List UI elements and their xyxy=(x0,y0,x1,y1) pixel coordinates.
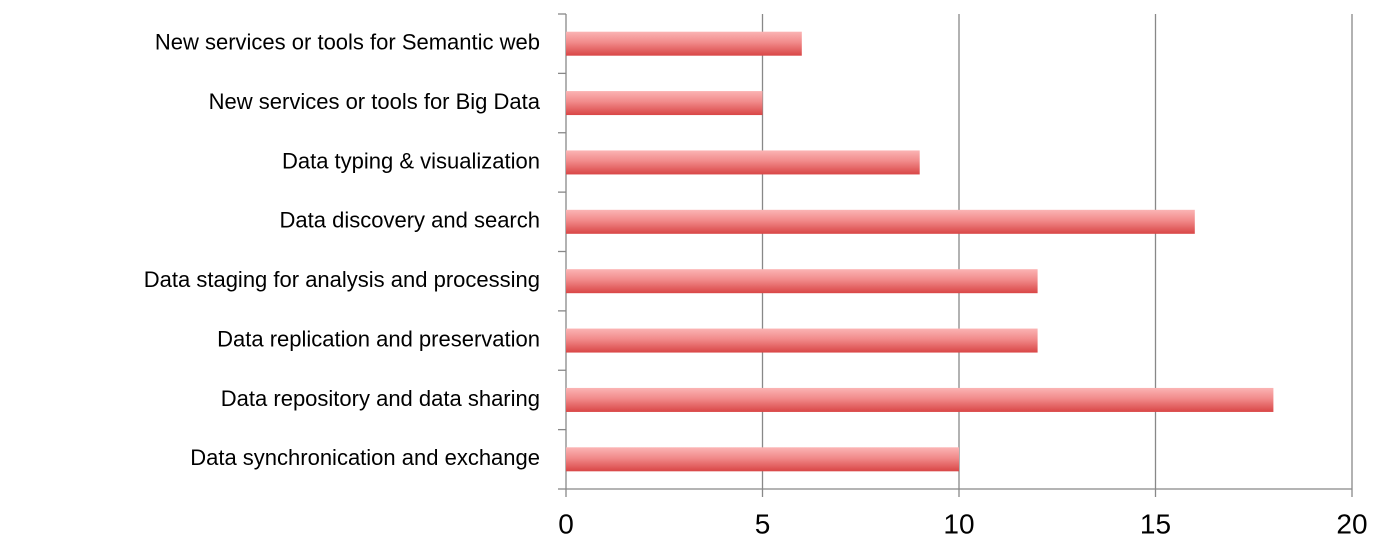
bar xyxy=(566,328,1038,353)
y-tick-label: New services or tools for Big Data xyxy=(209,89,541,114)
bar xyxy=(566,447,959,472)
y-tick-label: Data typing & visualization xyxy=(282,148,540,173)
x-tick-label: 5 xyxy=(755,508,771,539)
y-tick-label: Data staging for analysis and processing xyxy=(144,267,540,292)
bar xyxy=(566,31,802,56)
x-tick-label: 15 xyxy=(1140,508,1171,539)
y-tick-label: New services or tools for Semantic web xyxy=(155,30,540,55)
y-tick-label: Data replication and preservation xyxy=(217,326,540,351)
bar xyxy=(566,209,1195,234)
bar xyxy=(566,387,1274,412)
bar xyxy=(566,269,1038,294)
bar xyxy=(566,150,920,175)
y-tick-label: Data repository and data sharing xyxy=(221,386,540,411)
bar xyxy=(566,91,763,116)
y-tick-label: Data synchronication and exchange xyxy=(190,445,540,470)
x-tick-label: 20 xyxy=(1336,508,1367,539)
x-tick-label: 0 xyxy=(558,508,574,539)
x-tick-label: 10 xyxy=(943,508,974,539)
y-tick-label: Data discovery and search xyxy=(280,208,540,233)
